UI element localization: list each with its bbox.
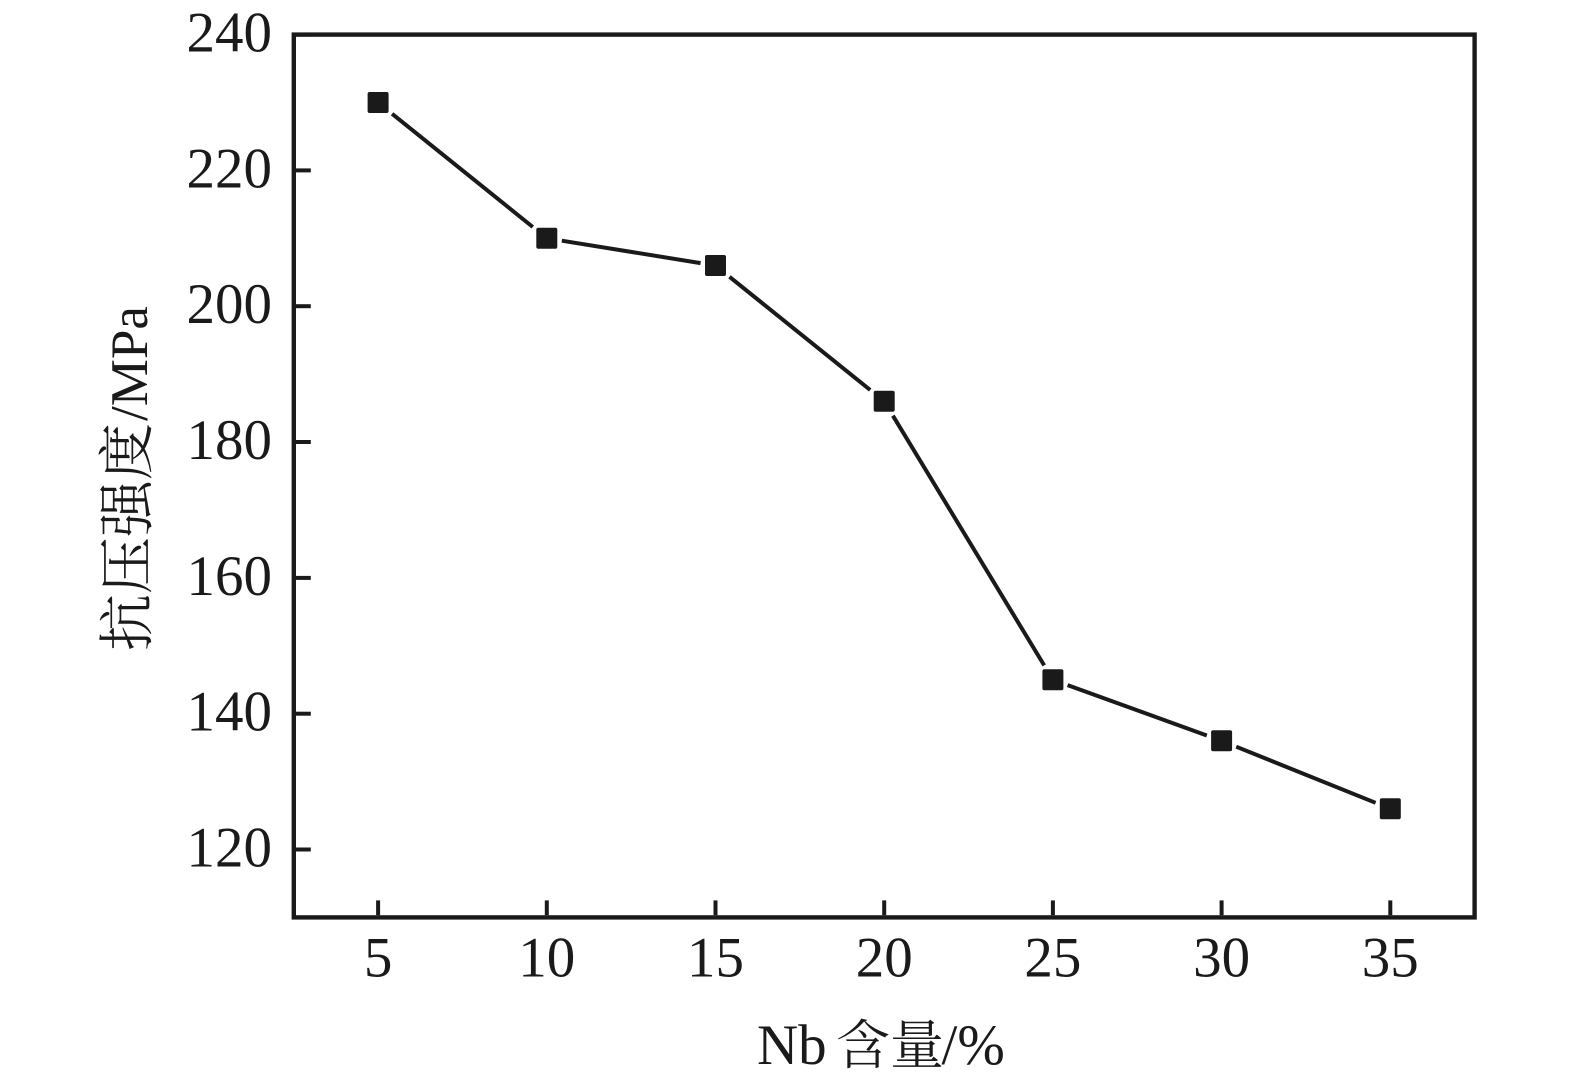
svg-text:30: 30 — [1193, 927, 1250, 990]
svg-text:25: 25 — [1024, 927, 1081, 990]
svg-text:200: 200 — [187, 273, 273, 336]
svg-text:/MPa: /MPa — [101, 306, 159, 421]
svg-text:35: 35 — [1362, 927, 1419, 990]
svg-text:20: 20 — [856, 927, 913, 990]
svg-text:10: 10 — [518, 927, 575, 990]
svg-text:Nb: Nb — [757, 1014, 827, 1077]
svg-text:140: 140 — [187, 681, 273, 744]
svg-text:120: 120 — [187, 817, 273, 880]
svg-text:/%: /% — [942, 1014, 1005, 1077]
svg-text:220: 220 — [187, 137, 273, 200]
svg-text:15: 15 — [687, 927, 744, 990]
svg-text:5: 5 — [364, 927, 393, 990]
svg-text:160: 160 — [187, 545, 273, 608]
svg-text:240: 240 — [187, 2, 273, 65]
svg-text:180: 180 — [187, 409, 273, 472]
